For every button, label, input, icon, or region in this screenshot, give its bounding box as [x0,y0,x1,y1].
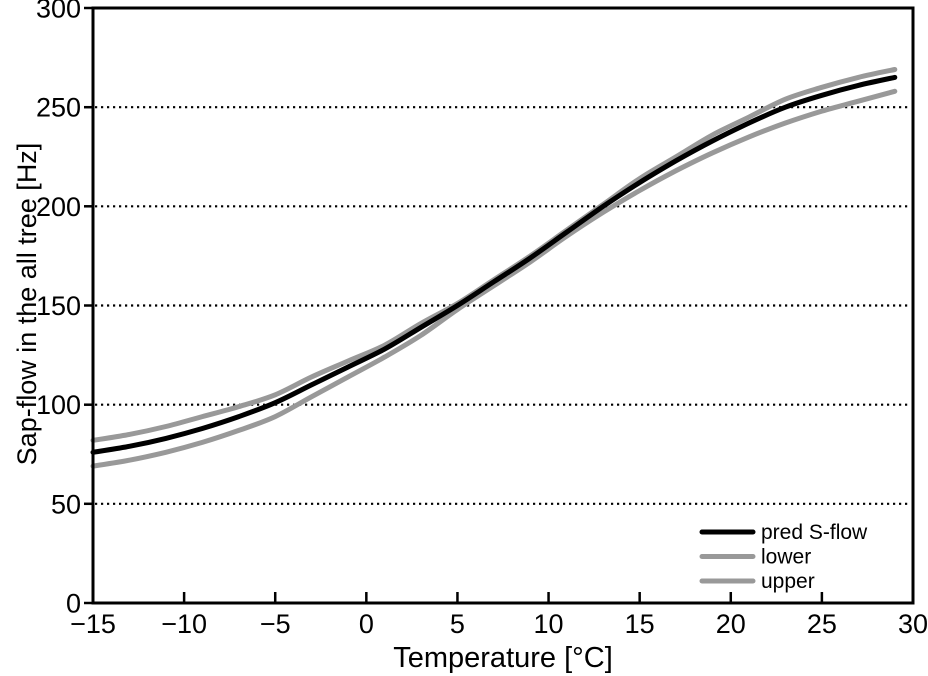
legend-label-pred-s-flow: pred S-flow [761,521,868,544]
curves-group [90,67,898,469]
series-line-lower [90,88,898,469]
x-tick-label-10: 10 [534,609,564,639]
x-tick-label-0: 0 [359,609,374,639]
gridlines-group [95,106,911,505]
series-line-pred-s-flow [90,74,898,455]
y-tick-label-100: 100 [36,390,81,420]
y-tick-label-150: 150 [36,291,81,321]
ticks-group [84,6,915,605]
y-tick-label-300: 300 [36,0,81,24]
x-tick-label-5: 5 [450,609,465,639]
x-axis-title: Temperature [°C] [393,642,613,674]
x-tick-label-15: 15 [625,609,655,639]
legend-label-lower: lower [761,546,811,569]
legend-item-upper: upper [699,570,815,593]
y-tick-label-0: 0 [66,589,81,619]
x-tick-label--10: −10 [161,609,207,639]
x-tick-label-30: 30 [898,609,928,639]
legend-item-pred-s-flow: pred S-flow [699,521,868,544]
y-tick-label-250: 250 [36,93,81,123]
legend-item-lower: lower [699,546,811,569]
y-tick-label-50: 50 [51,489,81,519]
x-tick-label-20: 20 [716,609,746,639]
legend-label-upper: upper [761,570,815,593]
x-tick-label-25: 25 [807,609,837,639]
x-tick-label--5: −5 [260,609,291,639]
y-axis-title: Sap-flow in the all tree [Hz] [12,143,42,466]
y-tick-label-200: 200 [36,192,81,222]
x-tick-label--15: −15 [70,609,116,639]
